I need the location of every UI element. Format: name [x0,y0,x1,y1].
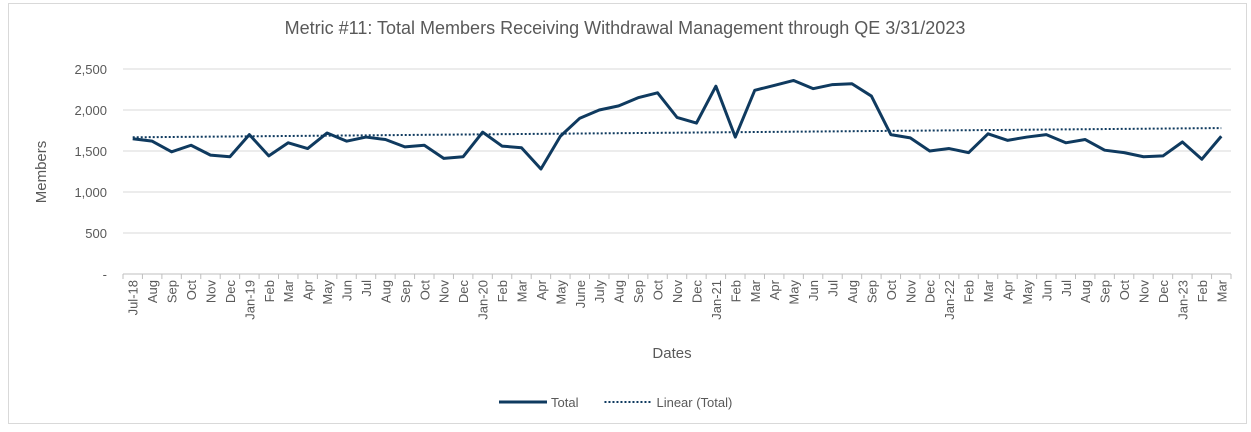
x-tick-label: Jun [1039,280,1054,301]
x-tick-label: Apr [301,279,316,300]
x-tick-label: Dec [689,280,704,304]
y-tick-label: - [103,267,107,282]
x-tick-label: May [553,280,568,305]
x-tick-label: Feb [728,280,743,302]
x-tick-label: Dec [923,280,938,304]
x-tick-label: Mar [281,279,296,302]
y-tick-label: 500 [85,226,107,241]
x-tick-label: Jul [1059,280,1074,297]
x-tick-label: Jun [340,280,355,301]
x-tick-label: Dec [456,280,471,304]
x-tick-label: Sep [864,280,879,303]
x-tick-label: Jul [359,280,374,297]
x-tick-label: Aug [1078,280,1093,303]
x-tick-label: Jan-20 [476,280,491,320]
x-tick-label: Nov [203,280,218,304]
x-tick-label: Feb [495,280,510,302]
x-tick-label: Jan-22 [942,280,957,320]
x-tick-label: Sep [1098,280,1113,303]
y-tick-label: 1,000 [74,185,107,200]
x-tick-label: Oct [417,280,432,301]
x-tick-label: Nov [437,280,452,304]
legend-label: Linear (Total) [656,395,732,410]
x-tick-label: Jan-19 [242,280,257,320]
x-tick-label: Mar [981,279,996,302]
x-tick-label: Sep [165,280,180,303]
x-tick-label: May [1020,280,1035,305]
x-tick-label: Apr [767,279,782,300]
x-tick-label: Oct [1117,280,1132,301]
x-tick-label: Aug [145,280,160,303]
x-axis-label: Dates [652,345,691,362]
legend-label: Total [551,395,579,410]
x-tick-label: June [573,280,588,308]
x-tick-label: Jul-18 [126,280,141,315]
x-tick-label: Nov [670,280,685,304]
x-tick-label: Aug [612,280,627,303]
x-tick-label: Feb [262,280,277,302]
y-tick-label: 1,500 [74,144,107,159]
x-tick-label: Oct [184,280,199,301]
x-tick-label: Nov [903,280,918,304]
x-tick-label: May [320,280,335,305]
x-tick-label: Mar [514,279,529,302]
x-tick-label: Dec [1156,280,1171,304]
y-tick-label: 2,000 [74,103,107,118]
x-tick-label: Aug [845,280,860,303]
x-tick-label: Jun [806,280,821,301]
x-tick-label: Oct [651,280,666,301]
y-axis-label: Members [33,141,50,204]
x-tick-label: Sep [398,280,413,303]
x-tick-label: Oct [884,280,899,301]
x-tick-label: Jan-21 [709,280,724,320]
x-tick-label: Nov [1137,280,1152,304]
x-tick-label: Dec [223,280,238,304]
x-tick-label: Mar [748,279,763,302]
x-tick-label: July [592,280,607,304]
x-tick-label: Aug [378,280,393,303]
x-tick-label: Feb [962,280,977,302]
x-tick-label: Mar [1214,279,1229,302]
x-tick-label: Apr [534,279,549,300]
chart-title: Metric #11: Total Members Receiving With… [285,18,966,38]
x-tick-label: Sep [631,280,646,303]
y-tick-label: 2,500 [74,62,107,77]
trendline [132,127,1222,139]
chart-border [8,3,1247,424]
x-tick-label: Feb [1195,280,1210,302]
line-series [132,78,1223,171]
x-tick-label: May [787,280,802,305]
x-tick-label: Apr [1000,279,1015,300]
x-tick-label: Jan-23 [1175,280,1190,320]
x-tick-label: Jul [826,280,841,297]
